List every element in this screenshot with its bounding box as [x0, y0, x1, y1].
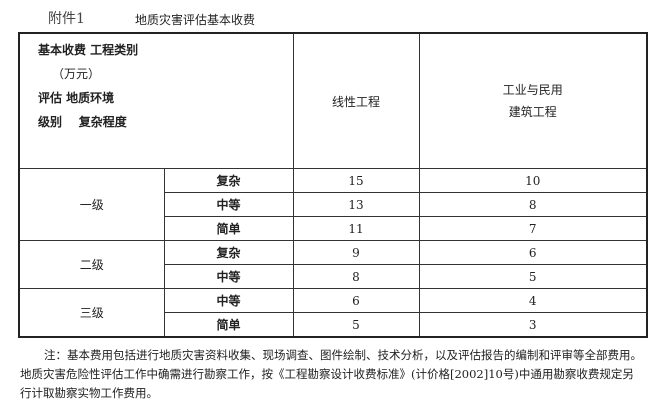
column-header-line: 工业与民用 [502, 83, 563, 97]
level-cell: 三级 [18, 288, 165, 338]
table-row: 二级 复杂 9 6 [18, 240, 648, 289]
civil-fee-cell: 3 [418, 312, 648, 338]
civil-fee-cell: 4 [418, 288, 648, 313]
linear-fee-cell: 5 [292, 312, 420, 338]
complexity-cell: 简单 [163, 312, 294, 338]
column-header-linear: 线性工程 [292, 32, 420, 169]
column-header-line: 建筑工程 [508, 105, 557, 119]
linear-fee-cell: 11 [292, 216, 420, 241]
fee-table: 基本收费 工程类别 （万元） 评估 地质环境 级别 复杂程度 线性工程 工业与民… [18, 32, 648, 338]
corner-line: 评估 地质环境 [38, 91, 115, 105]
civil-fee-cell: 7 [418, 216, 648, 241]
column-header-civil: 工业与民用 建筑工程 [418, 32, 648, 169]
level-cell: 一级 [18, 168, 165, 241]
document-title: 地质灾害评估基本收费 [135, 13, 256, 27]
complexity-cell: 中等 [163, 288, 294, 313]
civil-fee-cell: 5 [418, 264, 648, 289]
table-row: 三级 中等 6 4 [18, 288, 648, 338]
level-cell: 二级 [18, 240, 165, 289]
footnote: 注：基本费用包括进行地质灾害资料收集、现场调查、图件绘制、技术分析，以及评估报告… [20, 348, 642, 400]
complexity-cell: 复杂 [163, 168, 294, 193]
linear-fee-cell: 9 [292, 240, 420, 265]
annex-label: 附件1 [48, 11, 85, 27]
linear-fee-cell: 15 [292, 168, 420, 193]
civil-fee-cell: 6 [418, 240, 648, 265]
table-row: 简单 5 3 [19, 312, 648, 338]
header-row: 基本收费 工程类别 （万元） 评估 地质环境 级别 复杂程度 线性工程 工业与民… [18, 32, 648, 169]
corner-line: 级别 复杂程度 [38, 115, 127, 129]
table-row: 一级 复杂 15 10 [18, 168, 648, 241]
linear-fee-cell: 8 [292, 264, 420, 289]
complexity-cell: 中等 [163, 264, 294, 289]
civil-fee-cell: 10 [418, 168, 648, 193]
corner-header-cell: 基本收费 工程类别 （万元） 评估 地质环境 级别 复杂程度 [18, 32, 294, 169]
civil-fee-cell: 8 [418, 192, 648, 217]
corner-line: （万元） [52, 67, 101, 81]
linear-fee-cell: 13 [292, 192, 420, 217]
complexity-cell: 复杂 [163, 240, 294, 265]
corner-line: 基本收费 工程类别 [38, 43, 139, 57]
linear-fee-cell: 6 [292, 288, 420, 313]
complexity-cell: 简单 [163, 216, 294, 241]
complexity-cell: 中等 [163, 192, 294, 217]
